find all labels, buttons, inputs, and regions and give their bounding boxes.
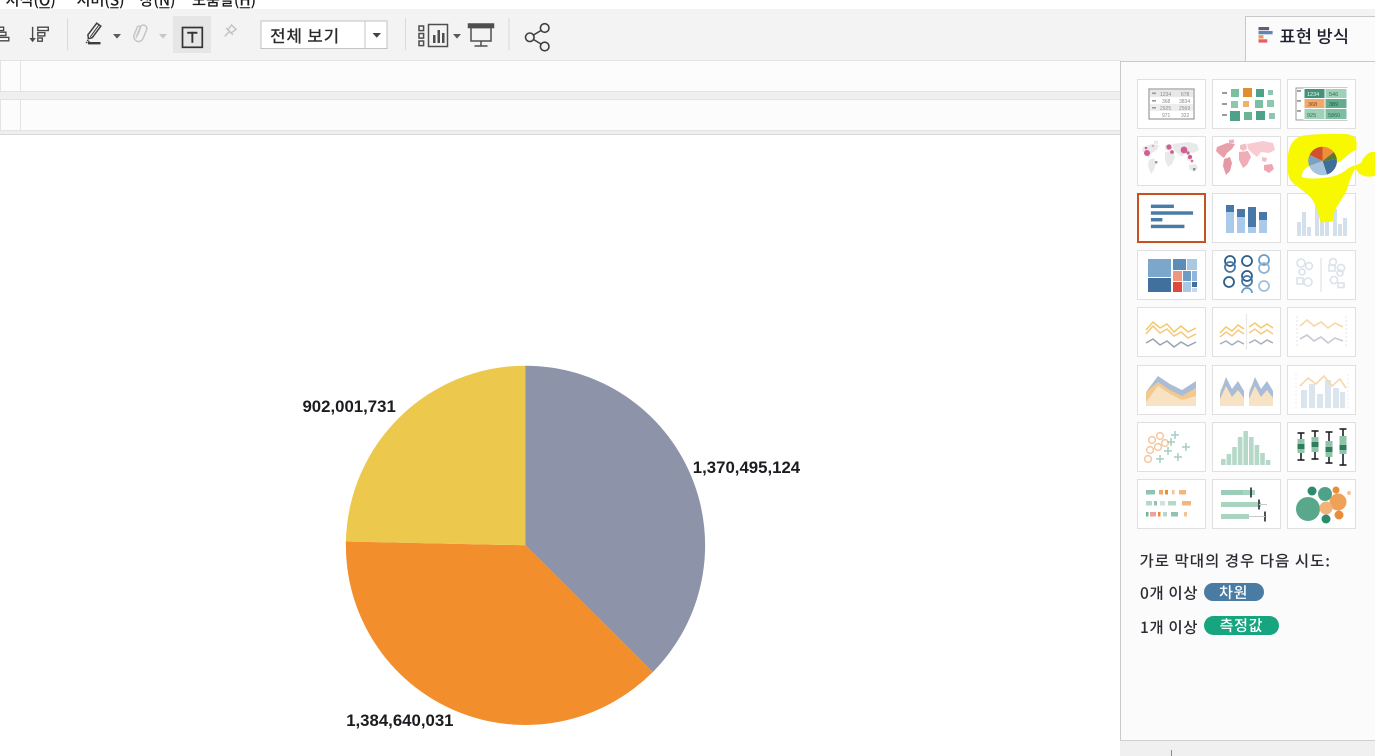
svg-text:368: 368 <box>1308 102 1317 108</box>
svg-text:902,001,731: 902,001,731 <box>302 397 395 416</box>
svg-text:2569: 2569 <box>1179 106 1190 112</box>
svg-text:3834: 3834 <box>1179 99 1190 105</box>
svg-text:1234: 1234 <box>1307 92 1319 98</box>
svg-text:1234: 1234 <box>1160 92 1171 98</box>
svg-text:1,370,495,124: 1,370,495,124 <box>693 458 801 477</box>
svg-text:925: 925 <box>1307 113 1316 119</box>
svg-text:2925: 2925 <box>1160 106 1171 112</box>
svg-text:678: 678 <box>1181 92 1190 98</box>
svg-text:322: 322 <box>1181 113 1190 119</box>
svg-text:5860: 5860 <box>1328 113 1340 119</box>
svg-text:546: 546 <box>1329 92 1338 98</box>
svg-text:368: 368 <box>1162 99 1171 105</box>
svg-text:389: 389 <box>1329 102 1338 108</box>
svg-text:971: 971 <box>1162 113 1171 119</box>
svg-text:1,384,640,031: 1,384,640,031 <box>346 711 453 730</box>
